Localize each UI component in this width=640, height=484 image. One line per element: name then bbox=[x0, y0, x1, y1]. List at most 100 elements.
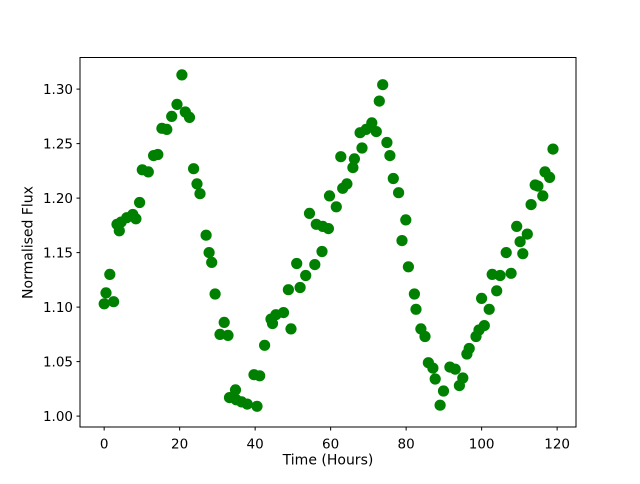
data-point bbox=[171, 98, 183, 110]
y-axis-label: Normalised Flux bbox=[21, 186, 37, 299]
x-axis-ticks: 0 20 40 60 80 100 120 bbox=[100, 427, 570, 453]
y-tick-label: 1.10 bbox=[43, 300, 73, 316]
data-point bbox=[419, 330, 431, 343]
data-point bbox=[532, 180, 544, 192]
data-point bbox=[396, 235, 408, 247]
data-point bbox=[437, 385, 450, 397]
data-point bbox=[104, 268, 116, 280]
x-tick-label: 80 bbox=[398, 437, 415, 453]
data-point bbox=[303, 207, 316, 219]
data-point bbox=[387, 172, 399, 185]
data-point bbox=[505, 267, 517, 279]
data-point bbox=[400, 214, 412, 226]
data-point bbox=[370, 126, 382, 138]
data-point bbox=[98, 298, 110, 310]
data-point bbox=[300, 269, 312, 282]
y-tick-label: 1.30 bbox=[43, 82, 73, 98]
y-tick-label: 1.05 bbox=[43, 354, 73, 370]
data-point bbox=[266, 317, 279, 330]
data-point bbox=[525, 199, 537, 211]
data-point bbox=[322, 223, 334, 235]
data-point bbox=[457, 372, 469, 384]
data-point bbox=[222, 329, 234, 341]
data-point bbox=[113, 225, 125, 237]
data-point bbox=[408, 288, 420, 300]
data-point bbox=[323, 190, 336, 202]
data-point bbox=[384, 150, 396, 162]
y-tick-label: 1.15 bbox=[43, 245, 73, 261]
x-tick-label: 60 bbox=[322, 437, 339, 453]
data-point bbox=[142, 166, 154, 178]
data-point bbox=[449, 363, 461, 375]
data-point bbox=[373, 95, 385, 107]
data-point bbox=[547, 143, 559, 155]
data-point bbox=[152, 148, 164, 161]
data-point bbox=[335, 151, 347, 163]
x-tick-label: 120 bbox=[544, 437, 570, 453]
data-point bbox=[537, 190, 549, 202]
data-point bbox=[356, 142, 368, 154]
data-point bbox=[166, 110, 178, 122]
data-point bbox=[285, 323, 297, 335]
data-point bbox=[341, 178, 353, 190]
data-point bbox=[511, 220, 523, 232]
data-point bbox=[291, 257, 303, 270]
data-point bbox=[491, 285, 503, 297]
data-point bbox=[282, 284, 294, 296]
data-point bbox=[521, 228, 533, 240]
x-tick-label: 0 bbox=[100, 437, 109, 453]
data-point bbox=[161, 123, 173, 135]
data-point bbox=[483, 303, 495, 315]
data-point bbox=[209, 288, 221, 300]
y-tick-label: 1.20 bbox=[43, 191, 73, 207]
data-point bbox=[259, 339, 271, 351]
data-point bbox=[134, 196, 146, 209]
data-point bbox=[183, 111, 196, 123]
data-point bbox=[218, 316, 230, 328]
plot-area bbox=[79, 57, 577, 428]
data-point bbox=[203, 247, 215, 259]
data-point bbox=[130, 213, 142, 225]
data-point bbox=[478, 320, 490, 332]
data-point bbox=[377, 79, 389, 91]
data-point bbox=[100, 287, 112, 299]
data-point bbox=[476, 292, 488, 304]
data-point bbox=[294, 281, 306, 294]
data-point bbox=[500, 247, 512, 259]
data-point bbox=[494, 269, 506, 282]
data-point bbox=[229, 384, 242, 396]
data-point bbox=[544, 171, 556, 183]
data-point bbox=[514, 236, 526, 248]
data-point bbox=[206, 256, 218, 268]
data-point bbox=[176, 69, 188, 81]
data-point bbox=[410, 303, 422, 315]
data-point bbox=[188, 163, 200, 175]
data-points bbox=[98, 69, 559, 412]
data-point bbox=[330, 201, 342, 213]
data-point bbox=[427, 362, 439, 374]
x-axis-label: Time (Hours) bbox=[282, 453, 374, 469]
data-point bbox=[316, 245, 328, 258]
data-point bbox=[393, 187, 405, 199]
data-point bbox=[254, 370, 266, 382]
data-point bbox=[347, 162, 359, 174]
x-tick-label: 20 bbox=[171, 437, 188, 453]
y-tick-label: 1.25 bbox=[43, 136, 73, 152]
data-point bbox=[517, 248, 529, 260]
data-point bbox=[277, 307, 290, 319]
data-point bbox=[309, 259, 321, 271]
x-tick-label: 40 bbox=[247, 437, 264, 453]
data-point bbox=[108, 296, 120, 308]
x-tick-label: 100 bbox=[469, 437, 495, 453]
y-axis-ticks: 1.00 1.05 1.10 1.15 1.20 1.25 1.30 bbox=[43, 82, 80, 425]
data-point bbox=[434, 399, 446, 411]
data-point bbox=[348, 153, 360, 165]
data-point bbox=[463, 342, 475, 355]
data-point bbox=[200, 229, 212, 241]
data-point bbox=[429, 373, 441, 385]
data-point bbox=[381, 136, 393, 149]
y-tick-label: 1.00 bbox=[43, 409, 73, 425]
data-point bbox=[251, 400, 263, 412]
